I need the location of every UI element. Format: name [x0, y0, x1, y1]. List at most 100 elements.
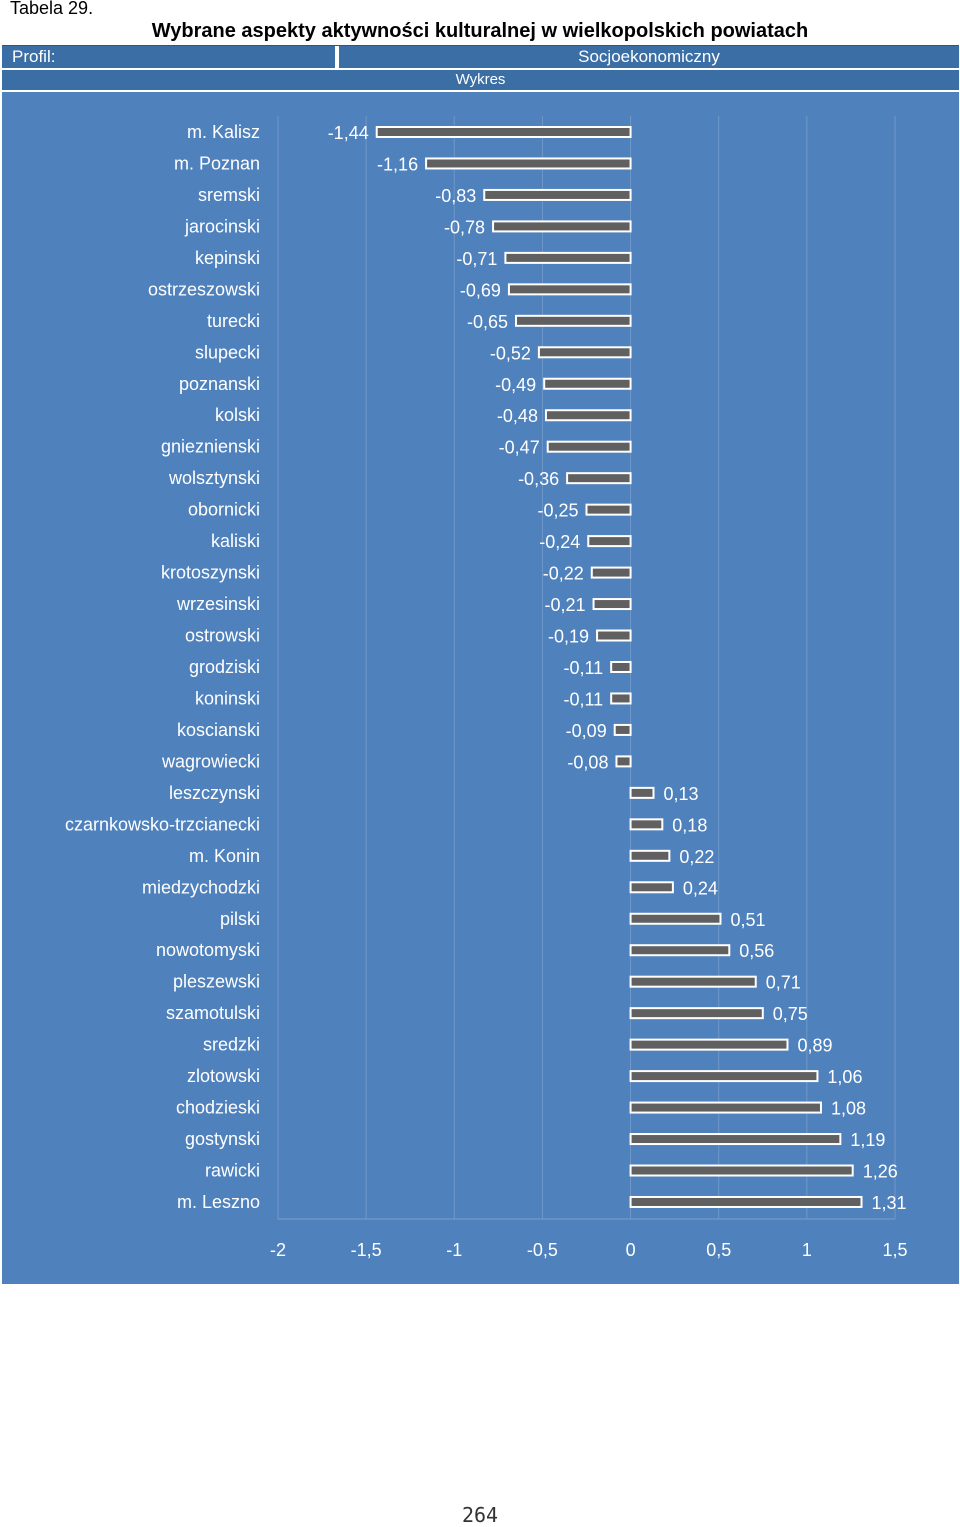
profil-row: Profil: Socjoekonomiczny: [2, 45, 959, 68]
data-label: -0,11: [563, 658, 603, 678]
bar: [483, 188, 632, 201]
bar: [590, 566, 632, 579]
data-label: 0,89: [797, 1036, 832, 1056]
bar: [546, 440, 632, 453]
category-label: leszczynski: [169, 783, 260, 803]
data-label: 0,71: [766, 973, 801, 993]
data-label: 0,56: [739, 941, 774, 961]
category-label: rawicki: [205, 1161, 260, 1181]
profil-separator: [335, 46, 339, 68]
data-label: 0,18: [672, 815, 707, 835]
data-label: -0,36: [518, 469, 559, 489]
category-label: turecki: [207, 311, 260, 331]
bar: [629, 912, 722, 925]
bar: [629, 881, 674, 894]
data-label: -0,65: [467, 312, 508, 332]
data-label: -0,69: [460, 280, 501, 300]
bar: [613, 723, 632, 736]
bar: [492, 220, 632, 233]
category-label: sremski: [198, 185, 260, 205]
bar: [629, 849, 671, 862]
category-label: nowotomyski: [156, 940, 260, 960]
category-label: pilski: [220, 909, 260, 929]
bar: [375, 126, 632, 138]
x-tick-label: 0: [626, 1240, 636, 1260]
data-label: -0,09: [566, 721, 607, 741]
bar: [615, 755, 632, 768]
category-label: m. Konin: [189, 846, 260, 866]
bar: [514, 314, 632, 327]
category-label: czarnkowsko-trzcianecki: [65, 814, 260, 834]
bar: [629, 818, 664, 831]
data-label: -0,08: [567, 752, 608, 772]
bar: [629, 786, 655, 799]
x-tick-label: -0,5: [527, 1240, 558, 1260]
bar: [629, 1038, 789, 1051]
bar: [629, 1133, 842, 1146]
category-label: m. Poznan: [174, 153, 260, 173]
bar: [629, 944, 731, 957]
category-label: wrzesinski: [176, 594, 260, 614]
data-label: -0,83: [435, 186, 476, 206]
wykres-label: Wykres: [455, 71, 506, 88]
bar: [544, 409, 632, 422]
category-label: zlotowski: [187, 1066, 260, 1086]
data-label: -1,44: [328, 123, 369, 143]
category-label: koninski: [195, 688, 260, 708]
data-label: 0,22: [679, 847, 714, 867]
x-tick-label: 0,5: [706, 1240, 731, 1260]
bar: [537, 346, 632, 359]
bar-chart: -2 -1,5 -1 -0,5 0 0,5 1 1,5m. Kalisz -1,44m. Poz…: [65, 116, 908, 1260]
category-label: obornicki: [188, 500, 260, 520]
data-label: 0,51: [730, 910, 765, 930]
data-label: -0,11: [563, 689, 603, 709]
data-label: 0,75: [773, 1004, 808, 1024]
data-label: -0,78: [444, 217, 485, 237]
bar: [425, 157, 632, 170]
category-label: kaliski: [211, 531, 260, 551]
category-label: wolsztynski: [168, 468, 260, 488]
data-label: -0,48: [497, 406, 538, 426]
data-label: -1,16: [377, 154, 418, 174]
bar: [610, 660, 632, 673]
bar: [629, 1101, 822, 1114]
category-label: szamotulski: [166, 1003, 260, 1023]
category-label: kolski: [215, 405, 260, 425]
category-label: sredzki: [203, 1035, 260, 1055]
category-label: slupecki: [195, 342, 260, 362]
data-label: -0,19: [548, 627, 589, 647]
data-label: 0,13: [663, 784, 698, 804]
bar: [585, 503, 632, 516]
category-label: chodzieski: [176, 1098, 260, 1118]
data-label: -0,25: [537, 501, 578, 521]
x-tick-label: -2: [270, 1240, 286, 1260]
bar: [587, 535, 632, 548]
profil-value: Socjoekonomiczny: [578, 47, 720, 66]
x-tick-label: 1: [802, 1240, 812, 1260]
x-tick-label: -1,5: [351, 1240, 382, 1260]
data-label: -0,24: [539, 532, 580, 552]
category-label: koscianski: [177, 720, 260, 740]
data-label: -0,22: [543, 564, 584, 584]
bar: [504, 251, 632, 264]
data-label: -0,49: [495, 375, 536, 395]
category-label: gostynski: [185, 1129, 260, 1149]
bar: [610, 692, 632, 705]
data-label: -0,52: [490, 343, 531, 363]
bar: [543, 377, 632, 390]
bar: [629, 975, 757, 988]
data-label: 1,19: [850, 1130, 885, 1150]
bar: [629, 1007, 764, 1020]
category-label: poznanski: [179, 374, 260, 394]
wykres-row: Wykres: [2, 68, 959, 90]
profil-label: Profil:: [12, 47, 56, 66]
category-label: krotoszynski: [161, 563, 260, 583]
data-label: -0,21: [545, 595, 586, 615]
category-label: kepinski: [195, 248, 260, 268]
category-label: m. Leszno: [177, 1192, 260, 1212]
category-label: pleszewski: [173, 972, 260, 992]
bar: [596, 629, 632, 642]
category-label: gnieznienski: [161, 437, 260, 457]
bar: [629, 1164, 854, 1177]
bar: [629, 1070, 819, 1083]
